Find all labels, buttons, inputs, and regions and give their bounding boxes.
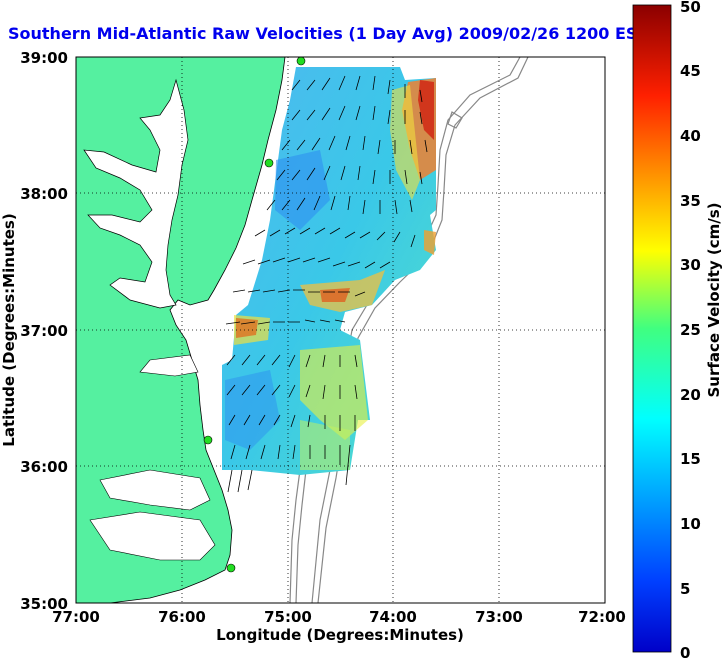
station-markers [203,57,306,573]
x-axis-label: Longitude (Degrees:Minutes) [216,626,464,644]
x-tick-label: 72:00 [578,608,626,626]
map-title: Southern Mid-Atlantic Raw Velocities (1 … [8,24,649,43]
land-mass [76,57,286,603]
y-axis-ticks: 35:00 36:00 37:00 38:00 39:00 [20,49,68,613]
colorbar-tick-label: 50 [680,0,701,16]
y-axis-label: Latitude (Degrees:Minutes) [0,213,18,446]
colorbar-tick-label: 20 [680,386,701,404]
x-tick-label: 77:00 [52,608,100,626]
grid-lines [76,57,605,603]
colorbar-label: Surface Velocity (cm/s) [705,202,723,397]
x-axis-ticks: 77:00 76:00 75:00 74:00 73:00 72:00 [52,608,626,626]
station-marker [203,435,213,445]
velocity-vectors [225,75,428,493]
colorbar-gradient [632,4,672,653]
colorbar-tick-label: 10 [680,515,701,533]
station-marker [264,158,274,168]
y-tick-label: 36:00 [20,458,68,476]
plot-frame [75,56,606,604]
y-tick-label: 39:00 [20,49,68,67]
colorbar-tick-label: 35 [680,192,701,210]
map-plot-area [76,57,605,603]
colorbar-tick-label: 5 [680,580,690,598]
colorbar-tick-label: 15 [680,450,701,468]
velocity-field [222,67,436,475]
station-marker [226,563,236,573]
x-tick-label: 74:00 [369,608,417,626]
x-tick-label: 75:00 [264,608,312,626]
x-tick-label: 76:00 [158,608,206,626]
y-tick-label: 37:00 [20,322,68,340]
colorbar-tick-label: 30 [680,256,701,274]
y-tick-label: 35:00 [20,595,68,613]
colorbar-tick-label: 40 [680,127,701,145]
colorbar-ticks: 0 5 10 15 20 25 30 35 40 45 50 [680,0,701,659]
x-tick-label: 73:00 [475,608,523,626]
colorbar-tick-label: 45 [680,62,701,80]
colorbar: 0 5 10 15 20 25 30 35 40 45 50 Surface V… [632,0,723,659]
colorbar-tick-label: 25 [680,321,701,339]
station-marker [296,57,306,66]
y-tick-label: 38:00 [20,185,68,203]
colorbar-tick-label: 0 [680,644,690,659]
